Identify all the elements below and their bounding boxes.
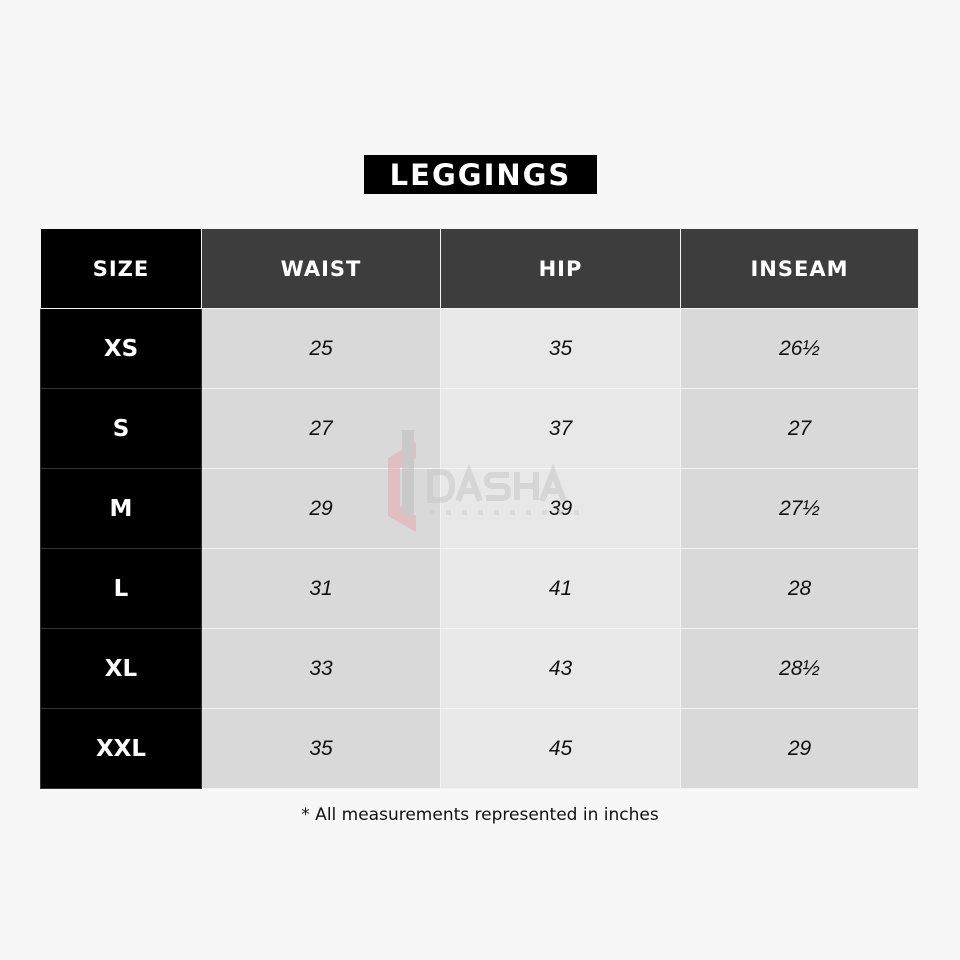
inseam-cell: 29 bbox=[680, 708, 919, 789]
hip-cell: 35 bbox=[440, 308, 681, 389]
table-row: S 27 37 27 bbox=[40, 388, 919, 469]
inseam-cell: 27 bbox=[680, 388, 919, 469]
hip-cell: 37 bbox=[440, 388, 681, 469]
header-row: SIZE WAIST HIP INSEAM bbox=[40, 228, 919, 309]
footnote: * All measurements represented in inches bbox=[301, 805, 659, 825]
table-row: L 31 41 28 bbox=[40, 548, 919, 629]
waist-cell: 27 bbox=[201, 388, 441, 469]
header-size: SIZE bbox=[40, 228, 202, 309]
size-cell: M bbox=[40, 468, 202, 549]
waist-cell: 31 bbox=[201, 548, 441, 629]
size-chart-table: SIZE WAIST HIP INSEAM XS 25 35 26½ S 27 37 27 M 2… bbox=[40, 228, 919, 789]
table-row: XXL 35 45 29 bbox=[40, 708, 919, 789]
inseam-cell: 27½ bbox=[680, 468, 919, 549]
size-cell: XXL bbox=[40, 708, 202, 789]
inseam-cell: 28 bbox=[680, 548, 919, 629]
waist-cell: 35 bbox=[201, 708, 441, 789]
header-inseam: INSEAM bbox=[680, 228, 919, 309]
waist-cell: 33 bbox=[201, 628, 441, 709]
header-hip: HIP bbox=[440, 228, 681, 309]
size-cell: S bbox=[40, 388, 202, 469]
inseam-cell: 26½ bbox=[680, 308, 919, 389]
table-row: XL 33 43 28½ bbox=[40, 628, 919, 709]
chart-title: LEGGINGS bbox=[364, 155, 597, 194]
hip-cell: 43 bbox=[440, 628, 681, 709]
inseam-cell: 28½ bbox=[680, 628, 919, 709]
hip-cell: 41 bbox=[440, 548, 681, 629]
size-cell: XL bbox=[40, 628, 202, 709]
hip-cell: 45 bbox=[440, 708, 681, 789]
table-row: XS 25 35 26½ bbox=[40, 308, 919, 389]
header-waist: WAIST bbox=[201, 228, 441, 309]
table-row: M 29 39 27½ bbox=[40, 468, 919, 549]
waist-cell: 25 bbox=[201, 308, 441, 389]
hip-cell: 39 bbox=[440, 468, 681, 549]
waist-cell: 29 bbox=[201, 468, 441, 549]
size-cell: L bbox=[40, 548, 202, 629]
size-cell: XS bbox=[40, 308, 202, 389]
